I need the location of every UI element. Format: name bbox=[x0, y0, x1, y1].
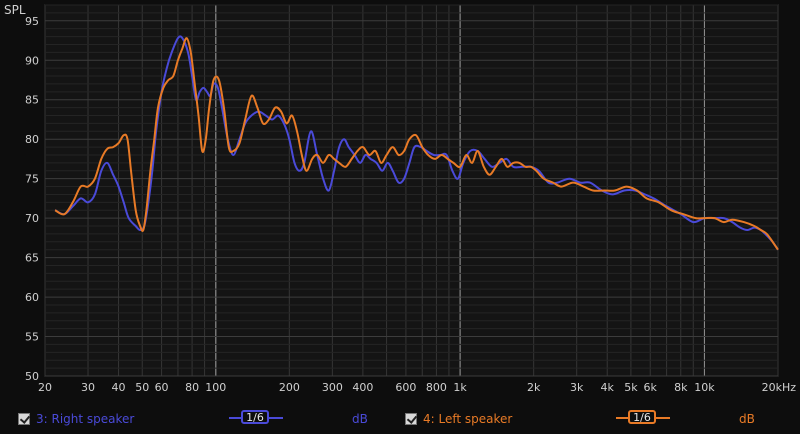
x-tick-label: 80 bbox=[185, 381, 199, 394]
x-tick-label: 8k bbox=[674, 381, 688, 394]
y-tick-label: 90 bbox=[25, 54, 39, 67]
x-tick-label: 800 bbox=[426, 381, 447, 394]
right-speaker-label[interactable]: 3: Right speaker bbox=[36, 412, 135, 426]
x-tick-label: 300 bbox=[322, 381, 343, 394]
x-tick-label: 600 bbox=[395, 381, 416, 394]
left-speaker-label[interactable]: 4: Left speaker bbox=[423, 412, 513, 426]
x-tick-label: 2k bbox=[527, 381, 541, 394]
x-tick-label: 60 bbox=[155, 381, 169, 394]
x-tick-label: 400 bbox=[352, 381, 373, 394]
y-tick-label: 75 bbox=[25, 173, 39, 186]
y-tick-label: 70 bbox=[25, 212, 39, 225]
right-speaker-smoothing-value: 1/6 bbox=[246, 411, 264, 424]
y-tick-label: 50 bbox=[25, 370, 39, 383]
right-speaker-smoothing[interactable]: 1/6 bbox=[229, 410, 283, 426]
legend-bar: 3: Right speaker 1/6 dB 4: Left speaker … bbox=[0, 404, 800, 434]
left-speaker-smoothing-value: 1/6 bbox=[633, 411, 651, 424]
x-tick-label: 50 bbox=[135, 381, 149, 394]
x-tick-label: 3k bbox=[570, 381, 584, 394]
x-tick-label: 4k bbox=[601, 381, 615, 394]
x-tick-label: 100 bbox=[205, 381, 226, 394]
x-tick-label: 40 bbox=[112, 381, 126, 394]
right-speaker-smoothing-box[interactable]: 1/6 bbox=[241, 410, 269, 424]
x-tick-label: 200 bbox=[279, 381, 300, 394]
y-tick-label: 55 bbox=[25, 331, 39, 344]
left-speaker-smoothing-box[interactable]: 1/6 bbox=[628, 410, 656, 424]
y-tick-label: 85 bbox=[25, 94, 39, 107]
right-speaker-checkbox[interactable] bbox=[18, 413, 30, 425]
y-tick-label: 60 bbox=[25, 291, 39, 304]
y-tick-label: 65 bbox=[25, 252, 39, 265]
x-tick-label: 6k bbox=[644, 381, 658, 394]
left-speaker-checkbox[interactable] bbox=[405, 413, 417, 425]
y-tick-label: 80 bbox=[25, 133, 39, 146]
legend-item-right-speaker[interactable]: 3: Right speaker bbox=[18, 412, 134, 426]
x-tick-label: 30 bbox=[81, 381, 95, 394]
left-speaker-unit: dB bbox=[739, 412, 755, 426]
left-speaker-curve bbox=[54, 37, 779, 251]
x-tick-label: 1k bbox=[453, 381, 467, 394]
y-axis-label: SPL bbox=[4, 3, 26, 17]
legend-item-left-speaker[interactable]: 4: Left speaker bbox=[405, 412, 512, 426]
x-tick-label: 5k bbox=[624, 381, 638, 394]
right-speaker-unit: dB bbox=[352, 412, 368, 426]
x-tick-label: 10k bbox=[694, 381, 715, 394]
x-tick-label: 20 bbox=[38, 381, 52, 394]
x-tick-label: 20kHz bbox=[762, 381, 797, 394]
left-speaker-smoothing[interactable]: 1/6 bbox=[616, 410, 670, 426]
y-tick-label: 95 bbox=[25, 15, 39, 28]
